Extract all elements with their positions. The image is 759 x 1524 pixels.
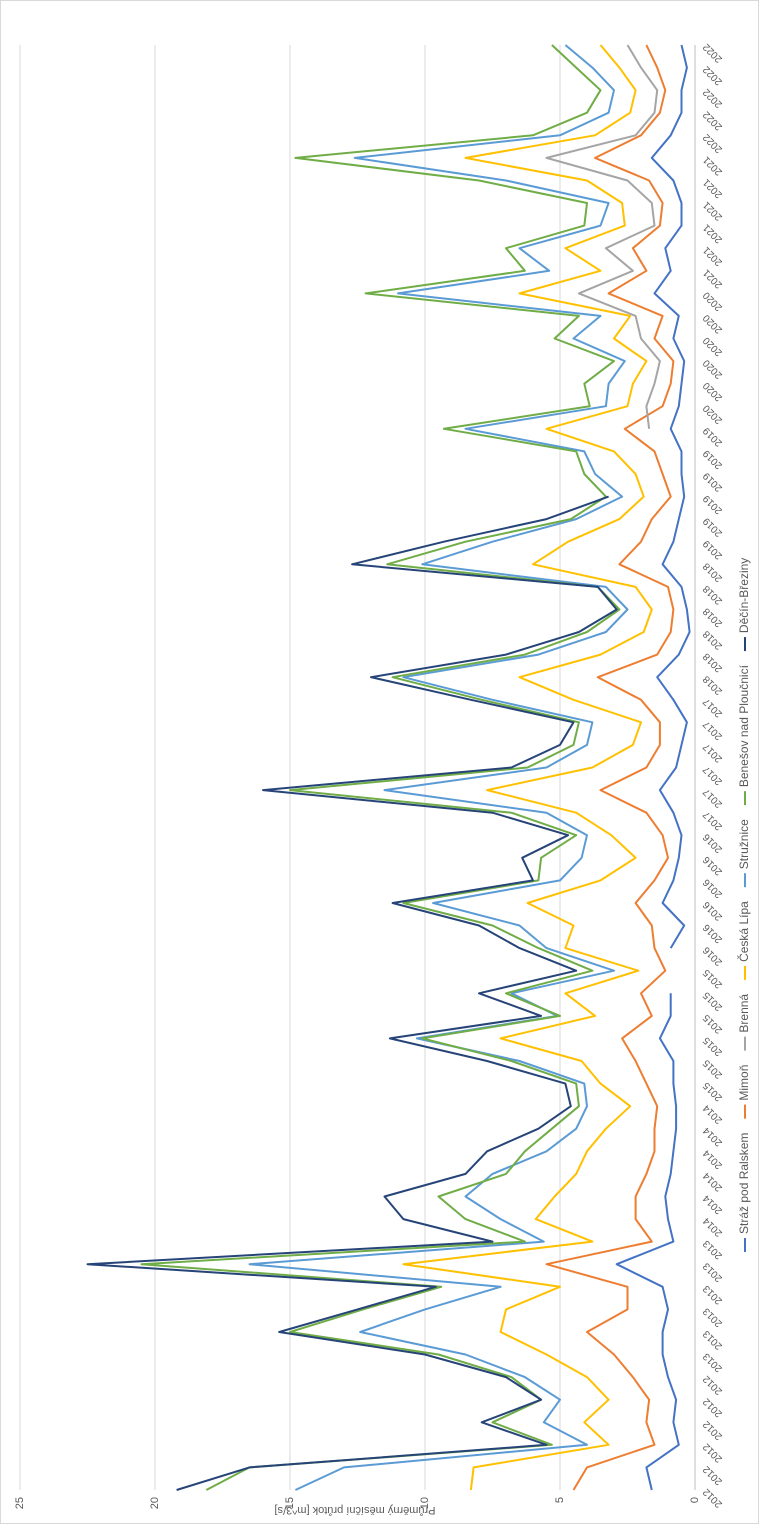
series-line: [615, 44, 691, 1491]
series-line: [545, 44, 661, 429]
legend-label: Stráž pod Ralskem: [737, 1133, 751, 1234]
y-tick-label: 5: [554, 1497, 566, 1503]
legend-label: Děčín-Březiny: [737, 558, 751, 633]
legend-label: Česká Lípa: [736, 901, 751, 962]
legend-label: Brenná: [737, 994, 751, 1033]
series-line: [248, 44, 629, 1491]
series-line: [140, 44, 621, 1491]
legend-label: Benešov nad Ploučnicí: [737, 664, 751, 787]
y-tick-label: 0: [689, 1497, 701, 1503]
y-axis-title: Průměrný měsíční průtok [m^3/s]: [274, 1504, 435, 1516]
y-tick-label: 25: [14, 1497, 26, 1509]
series-line: [545, 44, 675, 1491]
y-tick-label: 10: [419, 1497, 431, 1509]
y-tick-label: 20: [149, 1497, 161, 1509]
y-tick-label: 15: [284, 1497, 296, 1509]
series-line: [86, 495, 618, 1491]
series-line: [402, 44, 653, 1491]
legend-label: Mimoň: [737, 1065, 751, 1101]
legend-label: Stružnice: [737, 819, 751, 869]
